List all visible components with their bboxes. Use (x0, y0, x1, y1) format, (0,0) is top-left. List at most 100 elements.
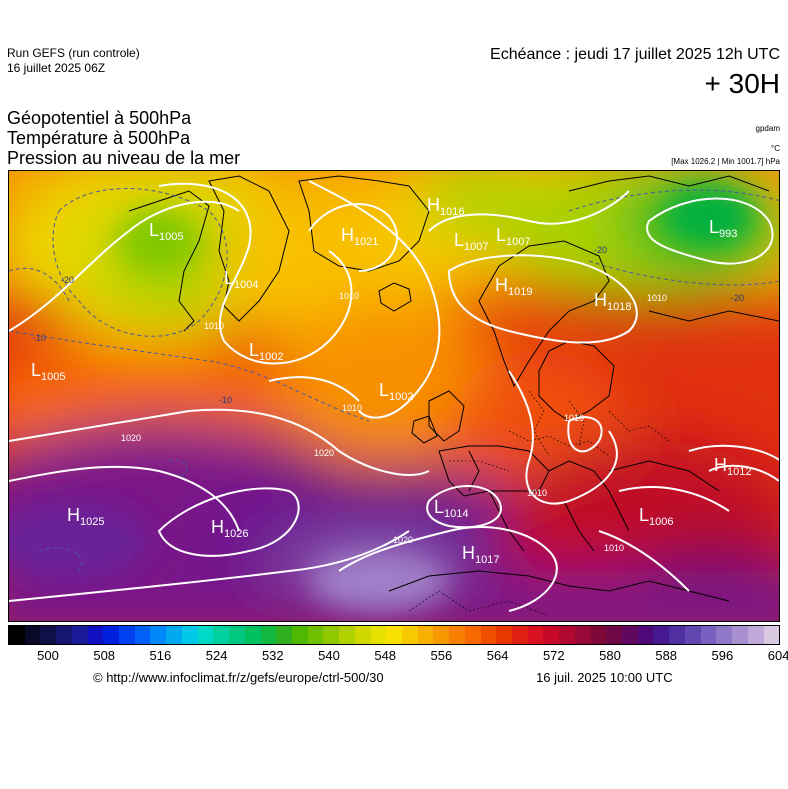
isobar-label: 1020 (121, 433, 141, 443)
colorbar-swatch (622, 626, 638, 644)
colorbar-swatch (260, 626, 277, 644)
colorbar-swatch (433, 626, 450, 644)
colorbar-swatch (543, 626, 560, 644)
colorbar-swatch (449, 626, 465, 644)
pressure-center: H1021 (341, 225, 378, 248)
pressure-center: L1014 (434, 497, 469, 520)
colorbar-swatch (496, 626, 512, 644)
pressure-center: L1007 (496, 225, 531, 248)
colorbar-swatch (56, 626, 72, 644)
colorbar-tick-label: 508 (93, 648, 116, 663)
parameter-mslp: Pression au niveau de la mer (7, 148, 241, 168)
colorbar-swatch (197, 626, 214, 644)
forecast-hour: + 30H (704, 68, 781, 99)
pressure-center: H1019 (495, 275, 532, 298)
colorbar-swatch (291, 626, 308, 644)
colorbar-swatch (684, 626, 701, 644)
pressure-center: H1018 (594, 290, 631, 313)
isobar-label: 1010 (342, 403, 362, 413)
colorbar-swatch (574, 626, 591, 644)
colorbar-tick-label: 596 (711, 648, 734, 663)
isotherm-label: -20 (61, 275, 74, 285)
isobar-labels: 1020 1020 1020 1010 1010 1010 1010 1010 1010 1010 (121, 291, 667, 553)
colorbar-swatch (637, 626, 654, 644)
colorbar-swatch (732, 626, 748, 644)
parameter-temperature: Température à 500hPa (7, 128, 191, 148)
colorbar-swatch (276, 626, 292, 644)
colorbar-tick-label: 580 (599, 648, 621, 663)
colorbar-swatch (700, 626, 717, 644)
unit-mslp-range: [Max 1026.2 | Min 1001.7] hPa (671, 157, 780, 166)
pressure-center: H1017 (462, 543, 499, 566)
isotherm-labels: -10 -20 -20 -20 -10 (33, 245, 744, 405)
isotherms (9, 188, 779, 572)
colorbar-swatch (87, 626, 104, 644)
colorbar-tick-label: 548 (374, 648, 397, 663)
isobar-label: 1010 (204, 321, 224, 331)
colorbar-swatch (229, 626, 245, 644)
isobars (9, 180, 779, 612)
pressure-center: L1005 (31, 360, 66, 383)
colorbar-swatch (24, 626, 41, 644)
colorbar-swatch (40, 626, 57, 644)
colorbar-swatch (386, 626, 402, 644)
unit-geopotential: gpdam (755, 124, 780, 133)
colorbar-swatch (119, 626, 135, 644)
pressure-center: H1026 (211, 517, 248, 540)
colorbar-swatch (401, 626, 418, 644)
isotherm-label: -10 (33, 333, 46, 343)
colorbar-swatch (653, 626, 670, 644)
weather-map-canvas: L1005 L1004 H1021 H1016 L1007 L1007 L993 L1002 L… (9, 171, 779, 621)
colorbar-swatch (307, 626, 324, 644)
colorbar-swatch (323, 626, 340, 644)
colorbar-swatch (103, 626, 120, 644)
run-date: 16 juillet 2025 06Z (7, 61, 106, 75)
unit-temperature: °C (771, 144, 780, 153)
borders (408, 390, 670, 617)
pressure-center: H1012 (714, 455, 751, 478)
isobar-label: 1010 (527, 488, 547, 498)
colorbar-swatch (150, 626, 167, 644)
pressure-center: L1006 (639, 505, 674, 528)
pressure-center: L1004 (224, 268, 259, 291)
colorbar-swatch (134, 626, 151, 644)
pressure-center: L993 (709, 217, 737, 240)
pressure-center: L1002 (379, 380, 414, 403)
isobar-label: 1020 (393, 535, 413, 545)
pressure-centers: L1005 L1004 H1021 H1016 L1007 L1007 L993 L1002 L… (31, 195, 751, 566)
colorbar-swatch (339, 626, 355, 644)
colorbar-swatch (464, 626, 481, 644)
pressure-center: L1007 (454, 230, 489, 253)
colorbar-tick-label: 516 (149, 648, 172, 663)
colorbar-swatch (417, 626, 434, 644)
colorbar-swatch (71, 626, 88, 644)
coastlines (128, 175, 779, 602)
colorbar-swatch (559, 626, 575, 644)
colorbar-swatch (9, 626, 25, 644)
copyright: © http://www.infoclimat.fr/z/gefs/europe… (93, 670, 384, 685)
colorbar-swatch (166, 626, 182, 644)
issued-time: 16 juil. 2025 10:00 UTC (536, 670, 673, 685)
colorbar-swatch (606, 626, 623, 644)
colorbar (8, 625, 780, 645)
pressure-center: L1005 (149, 220, 184, 243)
colorbar-swatch (213, 626, 230, 644)
colorbar-tick-label: 532 (261, 648, 284, 663)
colorbar-tick-label: 524 (205, 648, 228, 663)
isotherm-label: -20 (594, 245, 607, 255)
isotherm-label: -10 (219, 395, 232, 405)
run-title: Run GEFS (run controle) (7, 46, 140, 60)
colorbar-swatch (669, 626, 685, 644)
colorbar-swatch (527, 626, 544, 644)
pressure-center: L1002 (249, 340, 284, 363)
colorbar-swatch (181, 626, 198, 644)
isobar-label: 1010 (604, 543, 624, 553)
parameter-geopotential: Géopotentiel à 500hPa (7, 108, 192, 128)
colorbar-swatch (480, 626, 497, 644)
colorbar-swatch (244, 626, 261, 644)
colorbar-swatch (512, 626, 528, 644)
pressure-center: H1025 (67, 505, 104, 528)
colorbar-swatch (716, 626, 733, 644)
isobar-label: 1010 (647, 293, 667, 303)
colorbar-tick-label: 500 (37, 648, 59, 663)
